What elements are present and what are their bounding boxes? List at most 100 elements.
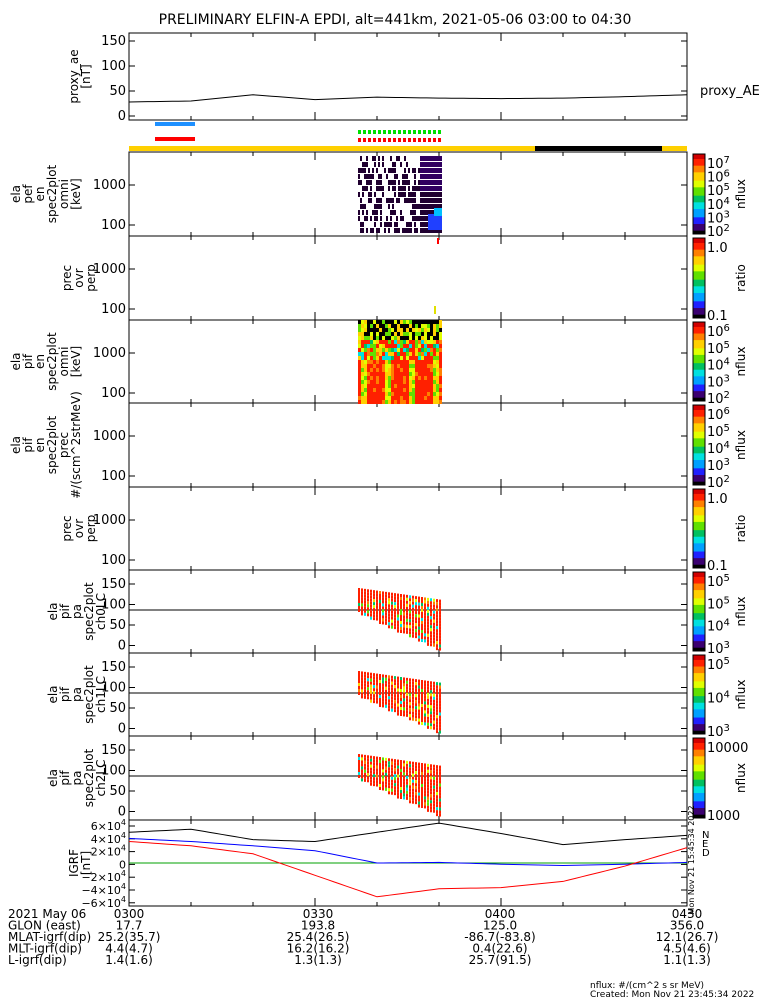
- spectrogram-cell: [408, 198, 410, 203]
- spectrogram-cell: [397, 348, 400, 352]
- spectrogram-cell: [430, 726, 432, 730]
- spectrogram-cell: [385, 606, 387, 610]
- spectrogram-cell: [406, 793, 408, 797]
- footer-value: 1.4(1.6): [105, 953, 153, 967]
- spectrogram-cell: [367, 344, 370, 348]
- spectrogram-cell: [409, 782, 411, 786]
- spectrogram-cell: [433, 625, 435, 629]
- colorbar-segment: [693, 523, 705, 526]
- spectrogram-cell: [430, 640, 432, 644]
- spectrogram-cell: [397, 709, 399, 713]
- spectrogram-cell: [382, 784, 384, 788]
- spectrogram-cell: [415, 356, 418, 360]
- spectrogram-cell: [412, 711, 414, 715]
- spectrogram-cell: [436, 204, 438, 209]
- spectrogram-cell: [391, 376, 394, 380]
- spectrogram-cell: [361, 683, 363, 687]
- status-bar-blue: [155, 122, 195, 126]
- colorbar-segment: [693, 303, 705, 306]
- spectrogram-cell: [406, 615, 408, 619]
- colorbar-segment: [693, 724, 705, 727]
- ylabel-line: ela: [9, 352, 23, 370]
- spectrogram-cell: [404, 174, 406, 179]
- footer-value: 1.3(1.3): [294, 953, 342, 967]
- colorbar-segment: [693, 197, 705, 200]
- colorbar-segment: [693, 580, 705, 583]
- spectrogram-cell: [376, 332, 379, 336]
- colorbar-segment: [693, 381, 705, 384]
- spectrogram-cell: [424, 710, 426, 714]
- spectrogram-cell: [364, 348, 367, 352]
- spectrogram-cell: [412, 705, 414, 709]
- colorbar-segment: [693, 548, 705, 551]
- colorbar-segment: [693, 379, 705, 382]
- colorbar-tick: 105: [707, 182, 730, 199]
- spectrogram-cell: [376, 777, 378, 781]
- spectrogram-cell: [391, 764, 393, 768]
- ylabel-line: prec: [60, 265, 74, 291]
- spectrogram-cell: [373, 590, 375, 594]
- colorbar-segment: [693, 669, 705, 672]
- ylabel-line: pa: [70, 771, 84, 786]
- spectrogram-cell: [394, 162, 396, 167]
- footer-note: nflux: #/(cm^2 s sr MeV): [590, 981, 704, 991]
- colorbar-segment: [693, 634, 705, 637]
- spectrogram-cell: [427, 642, 429, 646]
- spectrogram-cell: [388, 773, 390, 777]
- spectrogram-cell: [398, 156, 400, 161]
- spectrogram-cell: [430, 794, 432, 798]
- spectrogram-cell: [400, 775, 402, 778]
- spectrogram-cell: [427, 793, 429, 797]
- spectrogram-cell: [394, 186, 396, 191]
- panel-frame-proxy_ae: [128, 32, 688, 121]
- spectrogram-cell: [427, 360, 430, 364]
- spectrogram-cell: [403, 713, 405, 717]
- spectrogram-cell: [433, 699, 435, 703]
- spectrogram-cell: [358, 396, 361, 400]
- spectrogram-cell: [388, 708, 390, 712]
- spectrogram-cell: [388, 392, 391, 396]
- spectrogram-cell: [376, 216, 378, 221]
- spectrogram-cell: [397, 360, 400, 364]
- spectrogram-cell: [373, 388, 376, 392]
- spectrogram-cell: [421, 796, 423, 799]
- spectrogram-cell: [370, 755, 372, 759]
- spectrogram-cell: [406, 698, 408, 702]
- spectrogram-cell: [388, 344, 391, 348]
- spectrogram-cell: [364, 352, 367, 356]
- spectrogram-cell: [400, 594, 402, 597]
- colorbar-segment: [693, 798, 705, 801]
- colorbar-segment: [693, 253, 705, 256]
- spectrogram-cell: [364, 400, 367, 404]
- spectrogram-cell: [439, 700, 441, 704]
- spectrogram-cell: [421, 332, 424, 336]
- spectrogram-cell: [430, 192, 432, 197]
- spectrogram-cell: [367, 384, 370, 388]
- colorbar-segment: [693, 346, 705, 349]
- ytick-label: 1000: [93, 178, 126, 193]
- spectrogram-cell: [406, 772, 408, 776]
- spectrogram-cell: [412, 773, 414, 777]
- spectrogram-cell: [385, 757, 387, 761]
- spectrogram-cell: [385, 348, 388, 352]
- spectrogram-cell: [418, 328, 421, 332]
- ylabel-line: spec2plot: [82, 665, 96, 724]
- spectrogram-cell: [412, 392, 415, 396]
- spectrogram-cell: [391, 324, 394, 328]
- spectrogram-cell: [370, 595, 372, 599]
- spectrogram-cell: [382, 340, 385, 344]
- colorbar-segment: [693, 326, 705, 330]
- spectrogram-cell: [422, 156, 424, 161]
- spectrogram-cell: [382, 594, 384, 598]
- spectrogram-cell: [436, 715, 438, 719]
- spectrogram-cell: [385, 686, 387, 690]
- colorbar-segment: [693, 263, 705, 266]
- spectrogram-cell: [427, 400, 430, 404]
- spectrogram-cell: [424, 156, 426, 161]
- spectrogram-cell: [412, 631, 414, 635]
- spectrogram-cell: [436, 789, 438, 793]
- spectrogram-cell: [427, 336, 430, 340]
- spectrogram-cell: [433, 782, 435, 786]
- spectrogram-cell: [364, 174, 366, 179]
- colorbar-segment: [693, 540, 705, 543]
